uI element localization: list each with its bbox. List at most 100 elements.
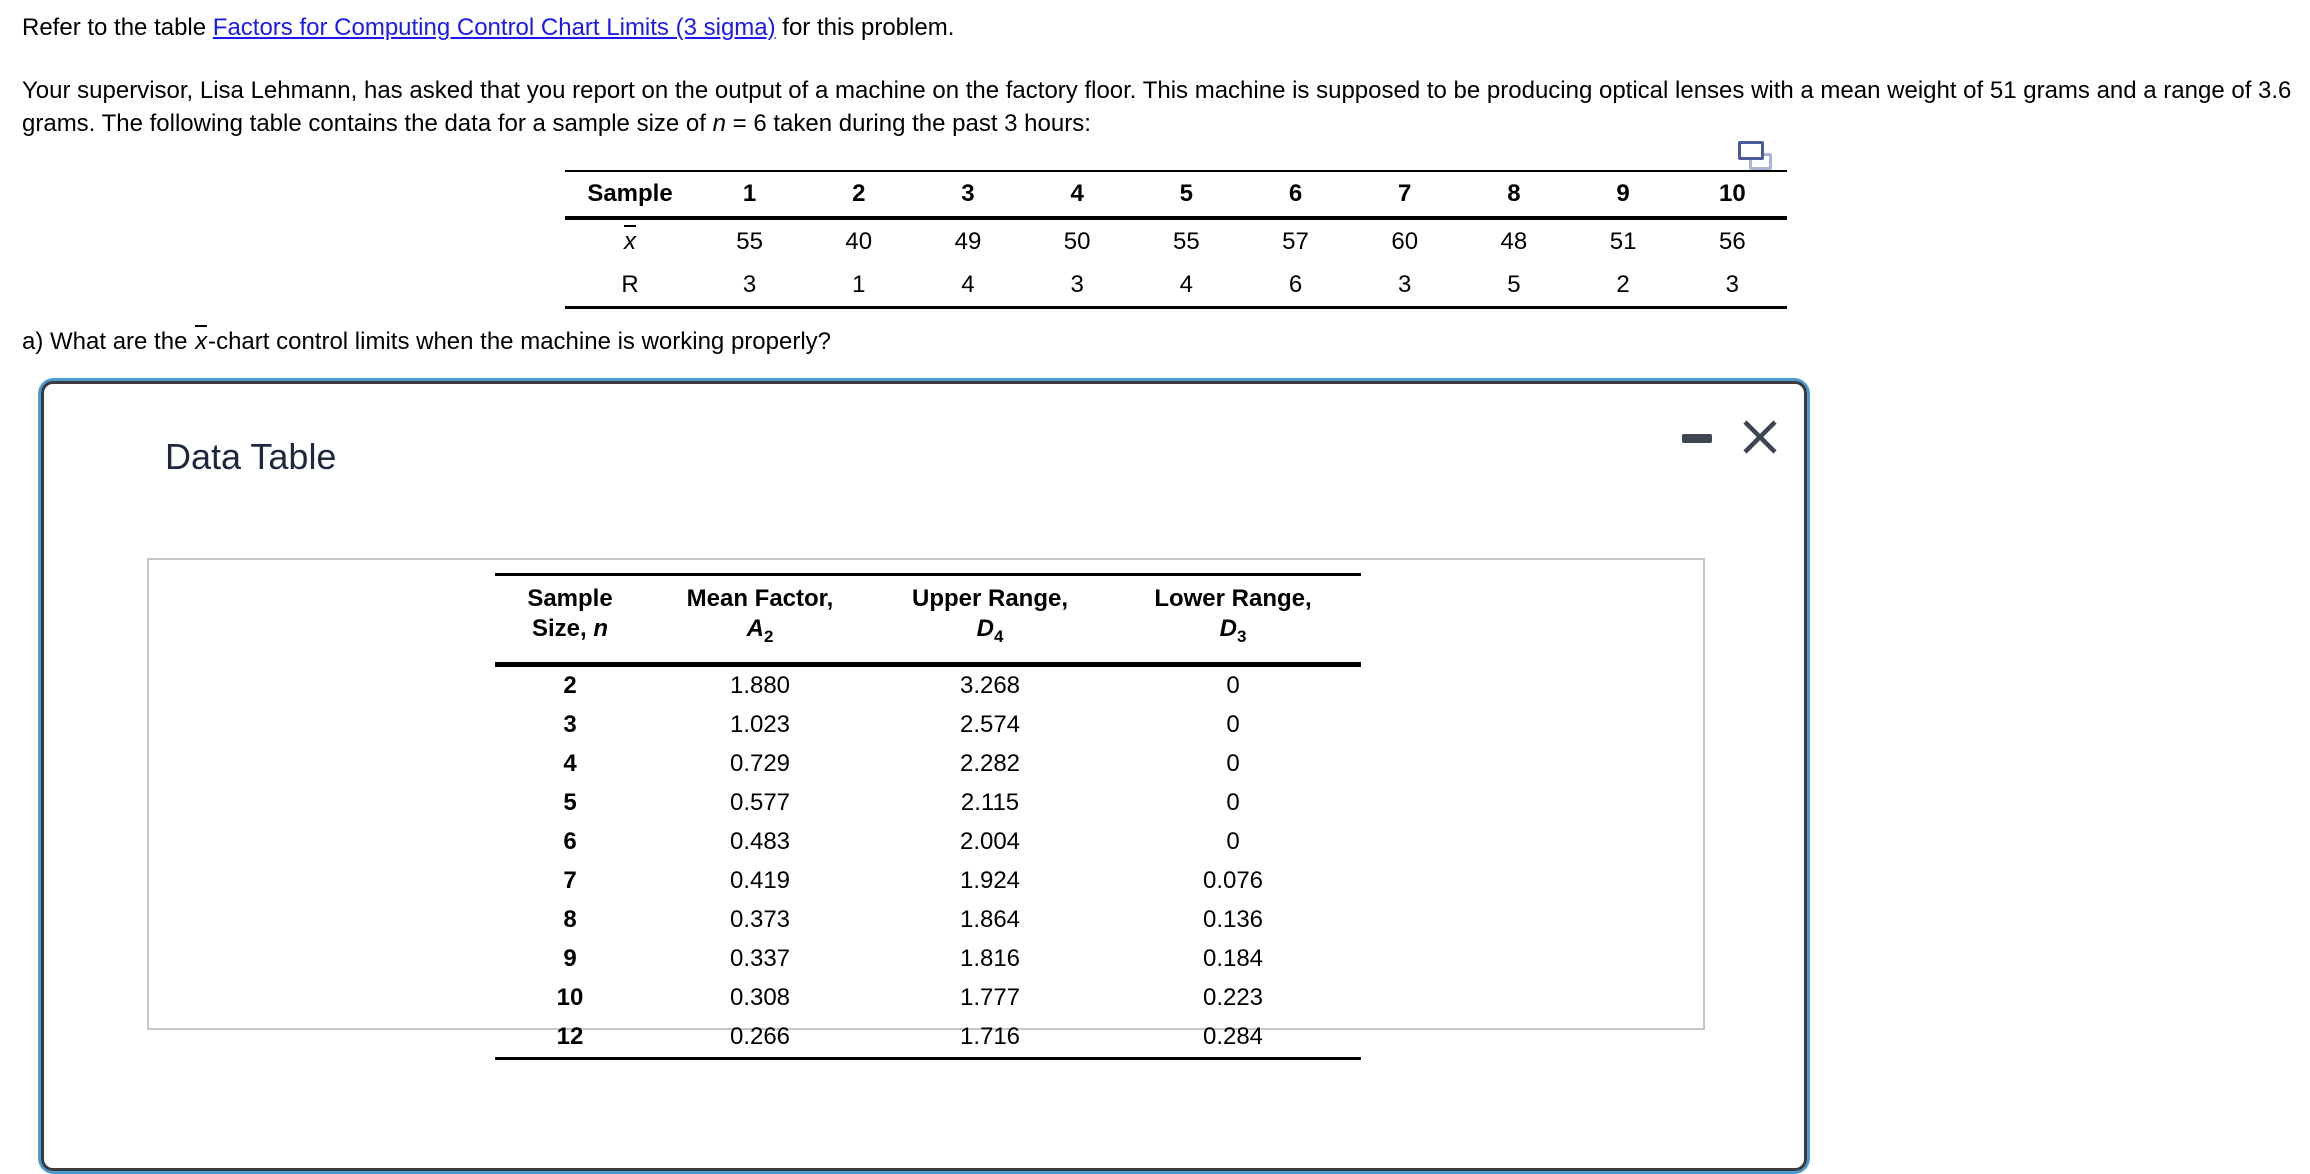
sample-number-header: 10 bbox=[1718, 180, 1746, 207]
mean-row-label: x bbox=[565, 218, 695, 263]
table-row: 12 0.266 1.716 0.284 bbox=[495, 1018, 1361, 1059]
table-cell: 0 bbox=[1226, 750, 1240, 778]
table-cell: 0.483 bbox=[729, 828, 791, 856]
table-cell: 6 bbox=[563, 828, 577, 856]
sample-number-header: 6 bbox=[1288, 180, 1303, 207]
sample-corner-header: Sample bbox=[587, 180, 673, 207]
table-cell: 4 bbox=[563, 750, 577, 778]
table-cell: 1.023 bbox=[729, 711, 791, 739]
minimize-icon[interactable] bbox=[1682, 434, 1712, 443]
table-cell: 55 bbox=[736, 227, 763, 255]
table-row: 9 0.337 1.816 0.184 bbox=[495, 940, 1361, 979]
sample-number-header: 1 bbox=[742, 180, 757, 207]
page: { "colors": { "link_blue": "#1a1af0", "m… bbox=[22, 14, 2292, 1174]
table-cell: 0.373 bbox=[729, 906, 791, 934]
factors-header-row: Sample Size, n Mean Factor, A2 Upper Ran… bbox=[495, 575, 1361, 665]
table-cell: 2 bbox=[1616, 270, 1630, 298]
table-cell: 1.777 bbox=[959, 984, 1021, 1012]
col-header-sample-size: Sample Size, n bbox=[495, 575, 645, 665]
sample-number-header: 7 bbox=[1398, 180, 1412, 207]
table-cell: 2 bbox=[563, 672, 577, 700]
table-cell: 40 bbox=[845, 227, 873, 255]
table-cell: 0 bbox=[1226, 711, 1240, 739]
table-cell: 1.816 bbox=[959, 945, 1021, 973]
table-cell: 7 bbox=[563, 867, 577, 895]
table-row: 6 0.483 2.004 0 bbox=[495, 823, 1361, 862]
modal-inner-frame: Data Table Sample Size, n bbox=[41, 381, 1807, 1171]
problem-text-end: taken during the past 3 hours: bbox=[766, 110, 1091, 137]
n-value: = 6 bbox=[725, 110, 767, 137]
col-header-lower-range: Lower Range, D3 bbox=[1105, 575, 1361, 665]
table-row: 3 1.023 2.574 0 bbox=[495, 706, 1361, 745]
copy-icon[interactable] bbox=[1738, 141, 1772, 172]
header-line2: D4 bbox=[976, 615, 1004, 646]
table-cell: 5 bbox=[1507, 270, 1521, 298]
factors-table: Sample Size, n Mean Factor, A2 Upper Ran… bbox=[495, 573, 1361, 1060]
table-cell: 4 bbox=[1179, 270, 1194, 298]
question-text-before: a) What are the bbox=[22, 328, 195, 355]
header-line2: D3 bbox=[1219, 615, 1247, 646]
table-cell: 60 bbox=[1391, 227, 1419, 255]
sample-number-header: 5 bbox=[1179, 180, 1194, 207]
table-cell: 12 bbox=[556, 1023, 584, 1051]
data-table-modal: Data Table Sample Size, n bbox=[38, 378, 1810, 1174]
table-cell: 3 bbox=[742, 270, 757, 298]
header-line2: Size, n bbox=[531, 615, 609, 642]
header-line1: Mean Factor, bbox=[686, 585, 834, 612]
problem-statement: Your supervisor, Lisa Lehmann, has asked… bbox=[22, 74, 2292, 140]
sample-number-header: 3 bbox=[961, 180, 975, 207]
table-cell: 1 bbox=[852, 270, 866, 298]
table-cell: 10 bbox=[556, 984, 584, 1012]
sample-data-table: Sample 1 2 3 4 5 6 7 8 9 10 x 55 40 49 50 55… bbox=[565, 170, 1787, 309]
header-line2: A2 bbox=[746, 615, 774, 646]
mean-row: x 55 40 49 50 55 57 60 48 51 56 bbox=[565, 218, 1787, 263]
table-cell: 0.337 bbox=[729, 945, 791, 973]
table-cell: 5 bbox=[563, 789, 577, 817]
close-icon[interactable] bbox=[1741, 416, 1779, 458]
header-line1: Lower Range, bbox=[1154, 585, 1312, 612]
table-cell: 56 bbox=[1718, 227, 1746, 255]
table-cell: 0.419 bbox=[729, 867, 791, 895]
table-cell: 3 bbox=[563, 711, 577, 739]
table-cell: 1.880 bbox=[729, 672, 791, 700]
table-cell: 0.308 bbox=[729, 984, 791, 1012]
table-cell: 57 bbox=[1282, 227, 1309, 255]
table-cell: 0.729 bbox=[729, 750, 791, 778]
table-cell: 0.266 bbox=[729, 1023, 791, 1051]
col-header-upper-range: Upper Range, D4 bbox=[875, 575, 1105, 665]
header-line1: Sample bbox=[527, 585, 613, 612]
header-line1: Upper Range, bbox=[911, 585, 1069, 612]
table-row: 7 0.419 1.924 0.076 bbox=[495, 862, 1361, 901]
range-row: R 3 1 4 3 4 6 3 5 2 3 bbox=[565, 263, 1787, 308]
table-cell: 1.924 bbox=[959, 867, 1021, 895]
table-cell: 51 bbox=[1609, 227, 1637, 255]
intro-text-before: Refer to the table bbox=[22, 14, 213, 41]
table-cell: 2.574 bbox=[959, 711, 1021, 739]
question-text-after: -chart control limits when the machine i… bbox=[208, 328, 831, 355]
table-row: 5 0.577 2.115 0 bbox=[495, 784, 1361, 823]
table-cell: 0.284 bbox=[1202, 1023, 1264, 1051]
table-cell: 0.184 bbox=[1202, 945, 1264, 973]
copy-icon-front-sheet bbox=[1738, 141, 1764, 160]
sample-number-header: 4 bbox=[1070, 180, 1084, 207]
question-a: a) What are the x-chart control limits w… bbox=[22, 325, 831, 356]
x-bar-symbol: x bbox=[195, 325, 208, 355]
table-cell: 3 bbox=[1398, 270, 1412, 298]
problem-text: Your supervisor, Lisa Lehmann, has asked… bbox=[22, 77, 2292, 137]
factors-table-link[interactable]: Factors for Computing Control Chart Limi… bbox=[212, 14, 776, 41]
table-cell: 0 bbox=[1226, 789, 1240, 817]
table-cell: 2.282 bbox=[959, 750, 1021, 778]
range-row-label: R bbox=[621, 270, 639, 298]
table-row: 8 0.373 1.864 0.136 bbox=[495, 901, 1361, 940]
n-symbol: n bbox=[712, 110, 726, 137]
table-cell: 55 bbox=[1172, 227, 1200, 255]
table-cell: 0 bbox=[1226, 828, 1240, 856]
table-cell: 2.004 bbox=[959, 828, 1021, 856]
table-cell: 50 bbox=[1063, 227, 1091, 255]
table-cell: 0.076 bbox=[1202, 867, 1264, 895]
modal-title: Data Table bbox=[165, 436, 337, 477]
table-cell: 1.716 bbox=[959, 1023, 1021, 1051]
sample-number-header: 2 bbox=[852, 180, 866, 207]
table-cell: 0.136 bbox=[1202, 906, 1264, 934]
table-cell: 4 bbox=[961, 270, 975, 298]
